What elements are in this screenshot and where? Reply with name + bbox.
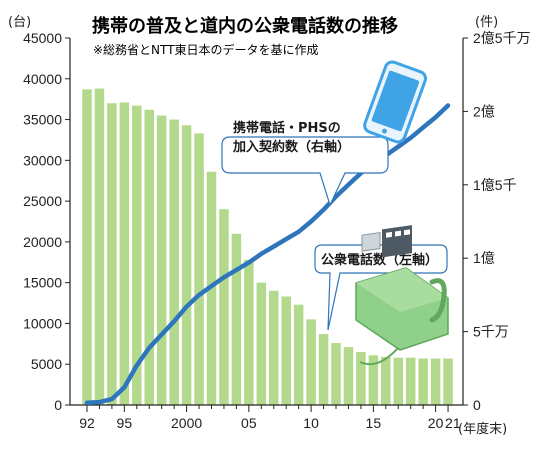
payphone-bar [181, 125, 192, 406]
payphone-bar [82, 89, 92, 405]
left-tick-label: 5000 [31, 356, 62, 372]
payphone-bar [132, 105, 142, 406]
payphone-bar [144, 109, 154, 405]
payphone-bar [368, 355, 379, 405]
payphone-bar [244, 259, 254, 405]
right-tick-label: 0 [473, 397, 481, 413]
x-axis-unit: (年度末) [458, 421, 507, 437]
payphone-bar [107, 103, 117, 405]
left-axis-unit: (台) [8, 15, 31, 30]
x-tick-label: 15 [366, 415, 382, 431]
payphone-bar [156, 115, 167, 405]
payphone-bar [356, 351, 366, 405]
x-tick-label: 92 [79, 415, 95, 431]
x-tick-label: 05 [241, 415, 257, 431]
payphone-bar [281, 296, 291, 405]
left-tick-label: 10000 [23, 315, 62, 331]
chart-title: 携帯の普及と道内の公衆電話数の推移 [92, 15, 398, 37]
bar-series [82, 88, 453, 406]
payphone-bar [430, 358, 441, 405]
payphone-bar [293, 304, 304, 405]
right-axis-unit: (件) [475, 15, 498, 30]
axes [69, 38, 464, 406]
left-tick-label: 15000 [23, 275, 62, 291]
payphone-bar [381, 356, 391, 405]
left-tick-label: 35000 [23, 112, 62, 128]
x-tick-label: 10 [303, 415, 319, 431]
payphone-callout-box [314, 244, 448, 331]
payphone-bar [343, 347, 354, 405]
payphone-bar [219, 209, 229, 405]
x-tick-label: 20 [428, 415, 444, 431]
right-tick-label: 2億 [473, 103, 495, 119]
smartphone-icon [363, 60, 427, 144]
mobile-callout: 携帯電話・PHSの 加入契約数（右軸） [221, 120, 389, 207]
payphone-bar [231, 233, 242, 405]
payphone-bar [194, 133, 204, 406]
left-tick-label: 30000 [23, 152, 62, 168]
x-tick-label: 21 [445, 415, 461, 431]
right-tick-label: 5千万 [473, 324, 509, 340]
payphone-bar [119, 102, 130, 405]
x-tick-label: 95 [117, 415, 133, 431]
left-tick-label: 40000 [23, 71, 62, 87]
left-axis-ticks: 45000 40000 35000 30000 25000 20000 15000 10000… [23, 30, 70, 413]
payphone-callout-label: 公衆電話数（左軸） [321, 252, 438, 268]
payphone-bar [256, 282, 267, 405]
payphone-bar [169, 119, 179, 406]
payphone-icon [355, 225, 449, 366]
left-tick-label: 45000 [23, 30, 62, 46]
chart-subtitle: ※総務省とNTT東日本のデータを基に作成 [93, 42, 318, 57]
mobile-callout-line2: 加入契約数（右軸） [232, 139, 350, 155]
payphone-bar [405, 357, 416, 405]
mobile-callout-line1: 携帯電話・PHSの [233, 120, 341, 136]
left-tick-label: 25000 [23, 193, 62, 209]
payphone-bar [443, 358, 453, 405]
payphone-bar [418, 358, 428, 405]
left-tick-label: 0 [54, 397, 62, 413]
payphone-bar [331, 343, 341, 405]
payphone-bar [306, 319, 316, 405]
mobile-callout-box [221, 136, 389, 207]
x-axis-ticks: 92 95 2000 05 10 15 20 21 [79, 405, 461, 431]
payphone-callout: 公衆電話数（左軸） [314, 244, 448, 331]
payphone-bar [318, 334, 329, 405]
right-tick-label: 1億 [473, 250, 495, 266]
x-tick-label: 2000 [171, 415, 202, 431]
right-axis-ticks: 2億5千万 2億 1億5千 1億 5千万 0 [463, 30, 531, 413]
right-tick-label: 1億5千 [473, 177, 517, 193]
left-tick-label: 20000 [23, 234, 62, 250]
payphone-bar [94, 88, 105, 405]
payphone-bar [393, 357, 403, 405]
payphone-bar [269, 290, 279, 405]
right-tick-label: 2億5千万 [473, 30, 531, 46]
